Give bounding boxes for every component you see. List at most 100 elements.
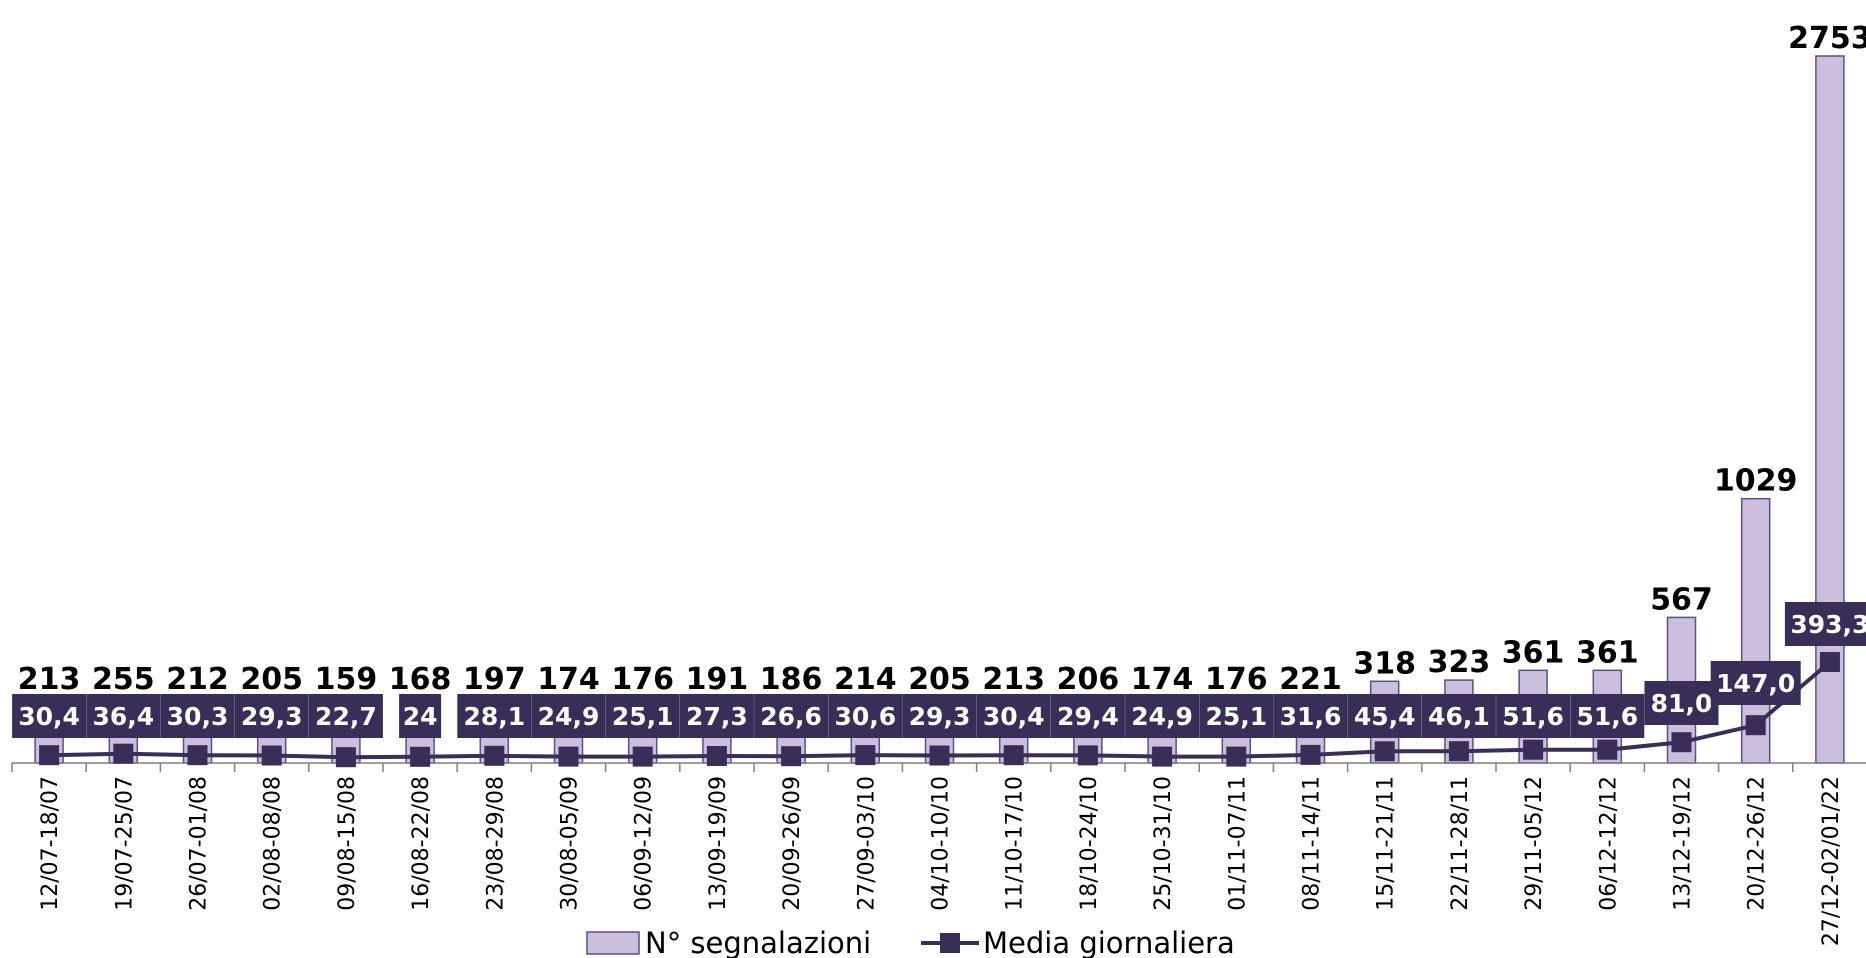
bar-labels-layer: 213 255 212 205 159 168 197 174 176 191 186 214 205 2… [18, 21, 1866, 697]
line-value-label-1: 30,4 [18, 702, 80, 731]
bar-value-label-24: 1029 [1714, 464, 1798, 499]
bar-value-label-12: 214 [834, 662, 897, 697]
line-value-label-24: 147,0 [1716, 669, 1795, 698]
line-marker-22 [1597, 739, 1618, 760]
line-value-label-19: 45,4 [1354, 702, 1416, 731]
x-tick-label-1: 12/07-18/07 [38, 776, 63, 911]
bar-value-label-15: 206 [1057, 662, 1120, 697]
line-value-box-11 [754, 694, 829, 738]
legend-label-line: Media giornaliera [983, 926, 1235, 958]
bar-value-label-17: 176 [1205, 662, 1268, 697]
line-value-label-12: 30,6 [834, 702, 896, 731]
line-value-box-24 [1710, 661, 1801, 705]
bar-value-label-11: 186 [760, 662, 823, 697]
line-marker-20 [1448, 741, 1469, 762]
line-value-box-23 [1644, 681, 1719, 725]
line-value-box-1 [12, 694, 87, 738]
x-tick-label-9: 06/09-12/09 [632, 776, 657, 911]
legend-label-bars: N° segnalazioni [645, 926, 871, 958]
line-marker-17 [1226, 746, 1247, 767]
bar-value-label-5: 159 [315, 662, 378, 697]
line-labels-layer: 30,4 36,4 30,3 29,3 22,7 24 28,1 24,9 25,1 27,3 26… [12, 602, 1866, 738]
x-tick-label-12: 27/09-03/10 [854, 776, 879, 911]
line-marker-10 [706, 746, 727, 766]
line-value-label-20: 46,1 [1428, 702, 1490, 731]
x-tick-label-21: 29/11-05/12 [1522, 776, 1547, 911]
bar-value-label-10: 191 [686, 662, 749, 697]
line-value-box-18 [1273, 694, 1348, 738]
bar-value-label-4: 205 [240, 662, 303, 697]
line-value-box-20 [1421, 694, 1496, 738]
x-tick-label-19: 15/11-21/11 [1374, 776, 1399, 911]
x-tick-label-8: 30/08-05/09 [558, 776, 583, 911]
line-value-label-10: 27,3 [686, 702, 748, 731]
x-tick-label-7: 23/08-29/08 [483, 776, 508, 911]
line-marker-11 [781, 746, 802, 767]
line-value-box-25 [1784, 602, 1866, 646]
line-marker-5 [335, 747, 356, 768]
line-value-label-7: 28,1 [463, 702, 525, 731]
line-value-box-14 [976, 694, 1051, 738]
line-value-box-9 [605, 694, 680, 738]
legend-swatch-marker [940, 933, 960, 953]
x-tick-label-25: 27/12-02/01/22 [1819, 776, 1844, 946]
line-marker-4 [261, 745, 282, 766]
line-value-label-23: 81,0 [1651, 689, 1713, 718]
x-tick-label-4: 02/08-08/08 [261, 776, 286, 911]
x-tick-label-18: 08/11-14/11 [1300, 776, 1325, 911]
line-value-box-2 [86, 694, 161, 738]
x-tick-label-3: 26/07-01/08 [187, 776, 212, 911]
bar-value-label-8: 174 [537, 662, 600, 697]
bar-value-label-14: 213 [982, 662, 1045, 697]
bar-value-label-23: 567 [1650, 582, 1713, 617]
line-value-box-19 [1347, 694, 1422, 738]
bar-value-label-20: 323 [1428, 645, 1491, 680]
line-layer [39, 652, 1840, 768]
x-tick-label-13: 04/10-10/10 [929, 776, 954, 911]
bar-value-label-6: 168 [389, 662, 452, 697]
line-value-label-22: 51,6 [1576, 702, 1638, 731]
line-marker-6 [410, 746, 431, 767]
line-marker-7 [484, 745, 505, 766]
bar-value-label-22: 361 [1576, 635, 1639, 670]
line-marker-13 [929, 745, 950, 766]
line-marker-2 [113, 743, 134, 764]
x-tick-labels: 12/07-18/07 19/07-25/07 26/07-01/08 02/08-0… [38, 776, 1844, 946]
line-value-label-3: 30,3 [167, 702, 229, 731]
bar-value-label-2: 255 [92, 662, 155, 697]
x-tick-label-23: 13/12-19/12 [1671, 776, 1696, 911]
line-value-box-16 [1125, 694, 1200, 738]
line-marker-14 [1003, 745, 1024, 766]
x-tick-label-16: 25/10-31/10 [1151, 776, 1176, 911]
bar-value-label-1: 213 [18, 662, 81, 697]
line-value-box-10 [679, 694, 754, 738]
x-tick-label-11: 20/09-26/09 [780, 776, 805, 911]
bar-value-label-7: 197 [463, 662, 526, 697]
line-value-box-6 [399, 694, 442, 738]
bars-layer [34, 55, 1845, 764]
line-marker-19 [1374, 741, 1395, 762]
bar-value-label-16: 174 [1131, 662, 1194, 697]
x-tick-label-24: 20/12-26/12 [1745, 776, 1770, 911]
line-value-box-15 [1050, 694, 1125, 738]
bar-value-label-19: 318 [1353, 646, 1416, 681]
line-marker-12 [855, 745, 876, 766]
line-value-box-3 [160, 694, 235, 738]
x-tick-label-17: 01/11-07/11 [1225, 776, 1250, 911]
x-tick-label-14: 11/10-17/10 [1003, 776, 1028, 911]
legend: N° segnalazioni Media giornaliera [586, 926, 1235, 958]
x-tick-label-5: 09/08-15/08 [335, 776, 360, 911]
line-value-label-8: 24,9 [538, 702, 600, 731]
line-marker-25 [1819, 652, 1840, 672]
line-marker-15 [1077, 745, 1098, 766]
line-value-box-8 [531, 694, 606, 738]
line-marker-24 [1745, 715, 1766, 736]
line-value-box-12 [828, 694, 903, 738]
bar-value-label-13: 205 [908, 662, 971, 697]
x-tick-label-2: 19/07-25/07 [112, 776, 137, 911]
line-marker-18 [1300, 744, 1321, 765]
x-tick-label-6: 16/08-22/08 [409, 776, 434, 911]
line-marker-9 [632, 746, 653, 767]
line-value-label-25: 393,3 [1790, 610, 1866, 639]
line-value-label-17: 25,1 [1205, 702, 1267, 731]
